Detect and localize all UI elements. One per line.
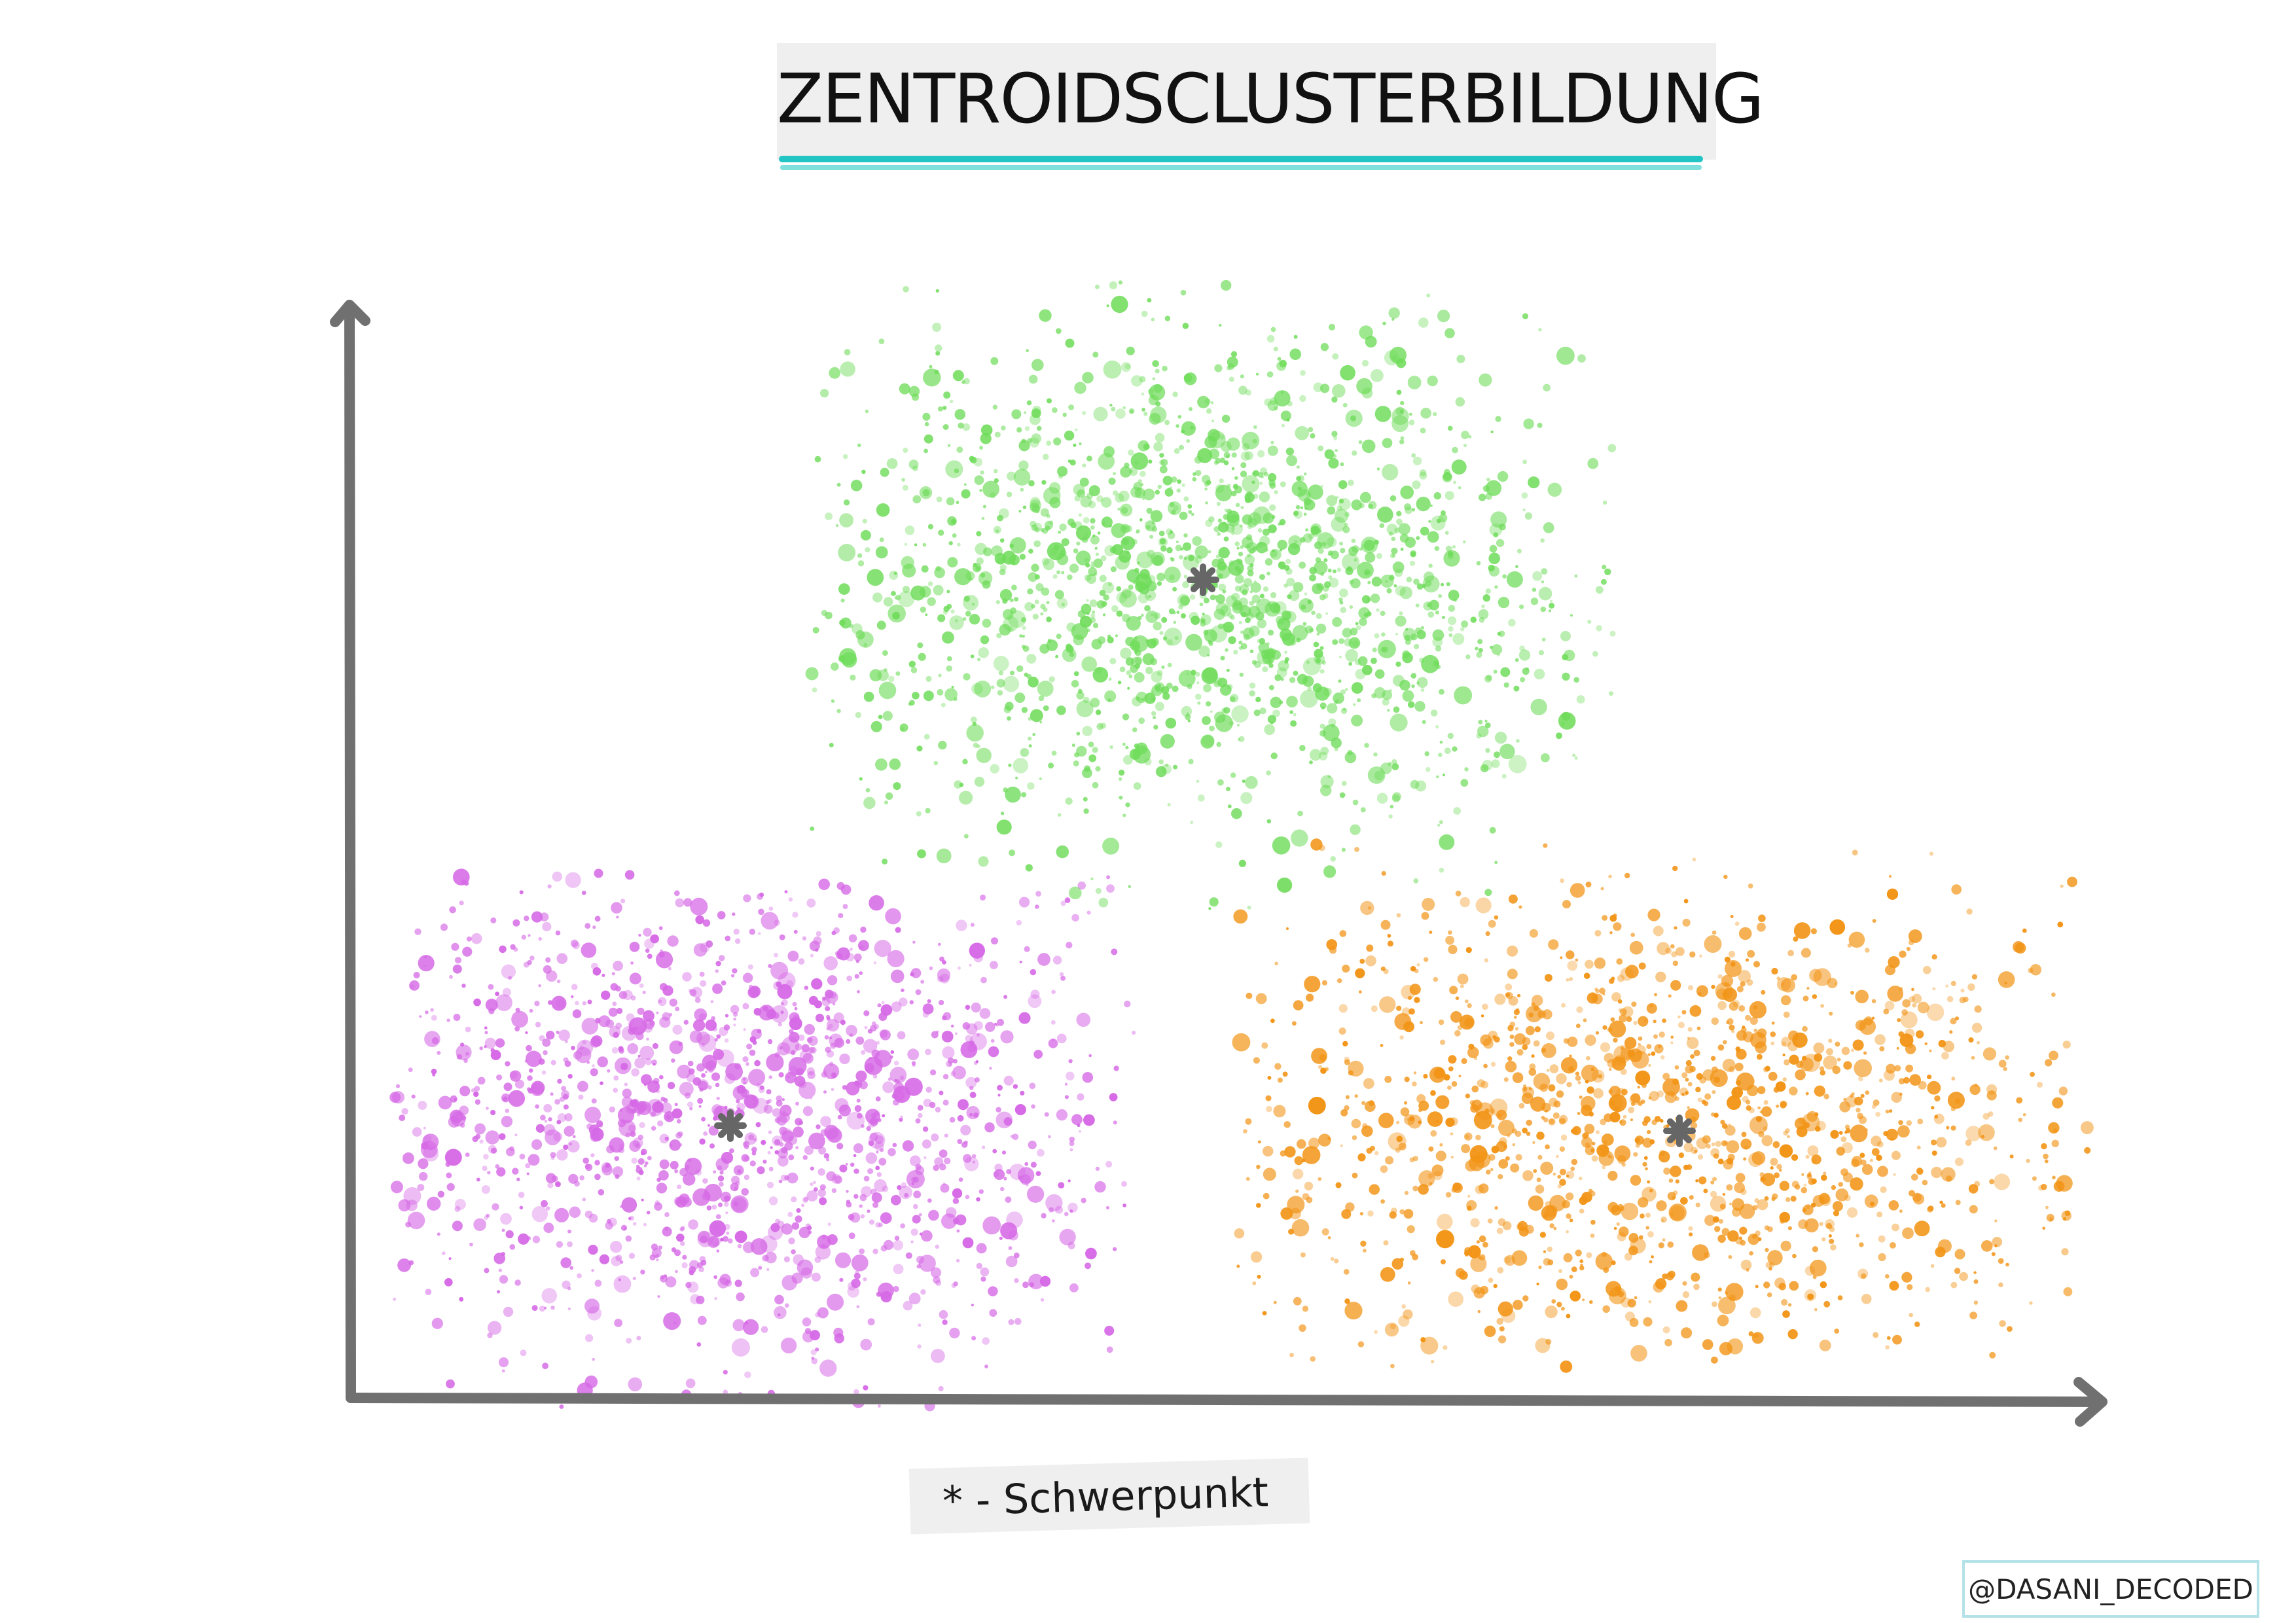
x-axis-arrowhead [2073,1377,2108,1427]
title-underline-secondary [780,165,1702,170]
centroid-orange [1663,1115,1696,1147]
centroid-green [1187,563,1219,596]
centroid-purple [714,1109,747,1142]
legend-label: * - Schwerpunkt [942,1468,1269,1525]
clusters-layer [389,279,2094,1412]
legend-box: * - Schwerpunkt [908,1457,1310,1535]
axes-layer [330,300,2108,1427]
credit-box: @DASANI_DECODED [1962,1560,2259,1618]
cluster-green [805,279,1617,910]
cluster-purple [389,868,1136,1412]
diagram-title: ZENTROIDSCLUSTERBILDUNG [777,59,1765,139]
title-underline [779,156,1703,162]
title-box: ZENTROIDSCLUSTERBILDUNG [777,43,1765,160]
centroids-layer [714,563,1696,1147]
y-axis-arrowhead [330,300,370,327]
credit-label: @DASANI_DECODED [1968,1573,2253,1605]
cluster-orange [1232,838,2094,1373]
y-axis-line [344,302,356,1403]
x-axis-line [346,1393,2105,1407]
